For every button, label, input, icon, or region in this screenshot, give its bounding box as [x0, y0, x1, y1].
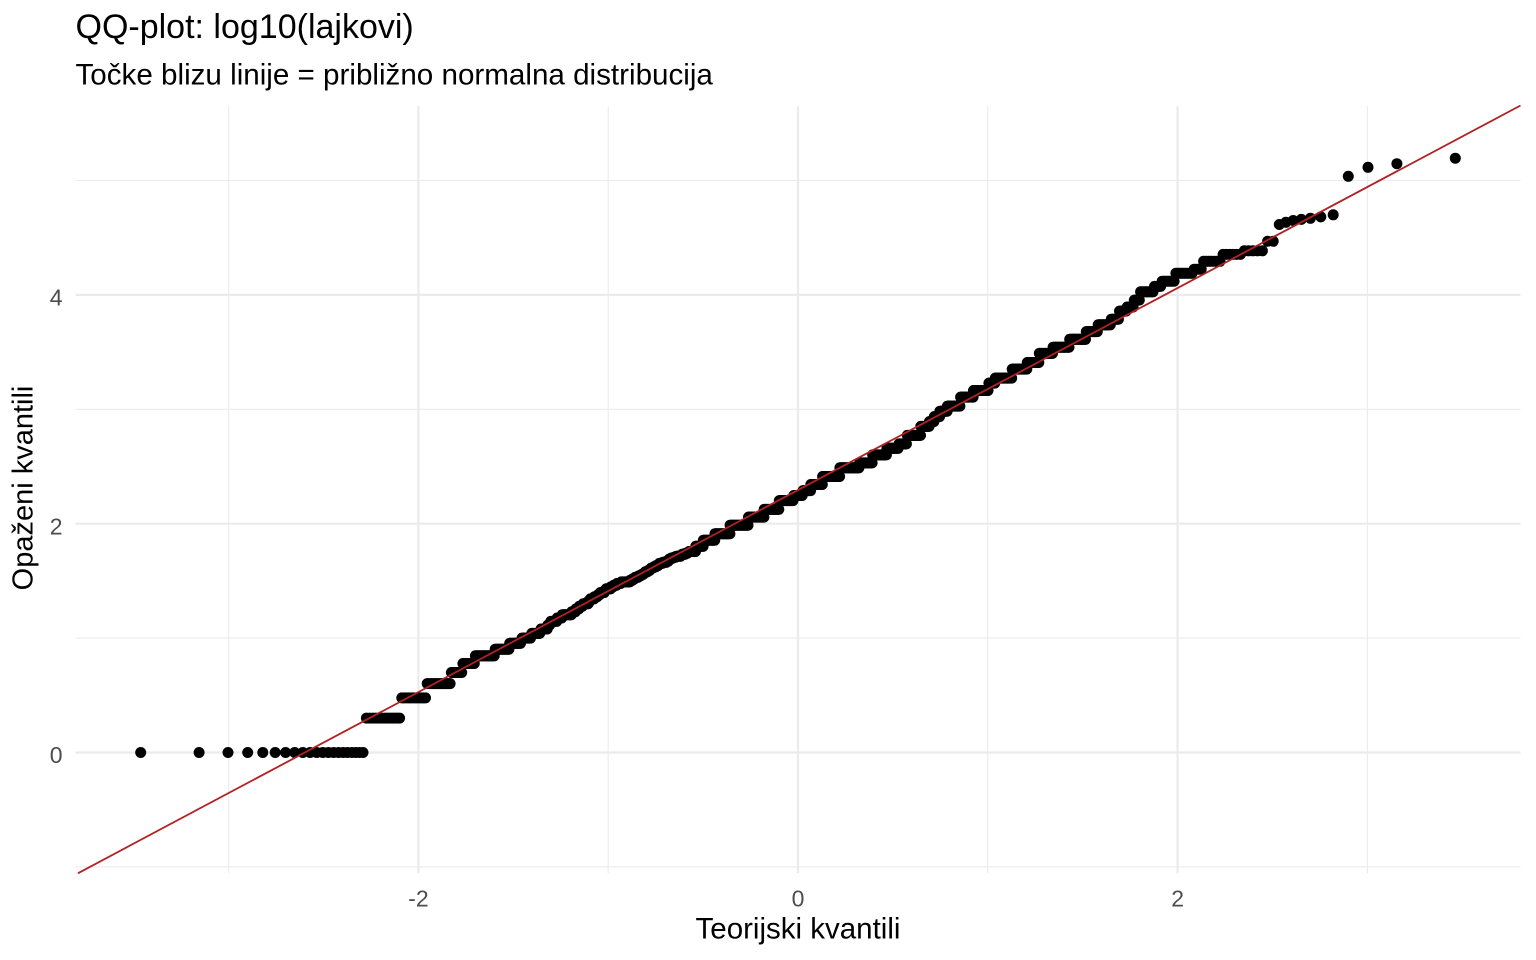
svg-text:Opaženi kvantili: Opaženi kvantili: [8, 386, 40, 591]
svg-text:Teorijski kvantili: Teorijski kvantili: [696, 912, 901, 945]
svg-text:0: 0: [792, 885, 805, 911]
svg-text:-2: -2: [408, 885, 428, 911]
svg-text:QQ-plot: log10(lajkovi): QQ-plot: log10(lajkovi): [76, 8, 414, 46]
svg-text:4: 4: [50, 285, 63, 311]
svg-text:Točke blizu linije = približno: Točke blizu linije = približno normalna …: [76, 59, 714, 92]
svg-text:2: 2: [50, 513, 63, 539]
svg-text:0: 0: [50, 742, 63, 768]
svg-text:2: 2: [1171, 885, 1184, 911]
